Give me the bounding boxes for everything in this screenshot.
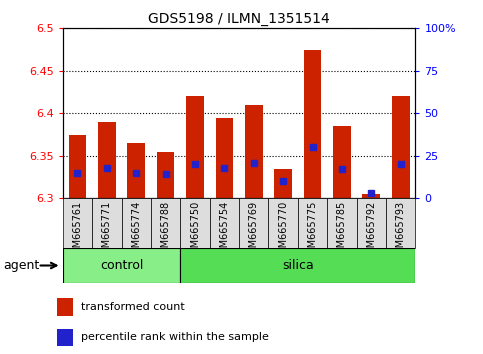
Text: GSM665770: GSM665770 (278, 201, 288, 260)
Bar (239, 198, 269, 248)
Text: control: control (100, 259, 143, 272)
Title: GDS5198 / ILMN_1351514: GDS5198 / ILMN_1351514 (148, 12, 330, 26)
Bar (298, 198, 327, 248)
Bar (356, 198, 386, 248)
Text: GSM665785: GSM665785 (337, 201, 347, 260)
Bar (63, 198, 92, 248)
Text: silica: silica (282, 259, 314, 272)
Bar (386, 198, 415, 248)
Bar (210, 198, 239, 248)
Text: GSM665754: GSM665754 (219, 201, 229, 260)
Bar (57, 329, 73, 346)
Bar (362, 194, 380, 198)
Text: GSM665761: GSM665761 (72, 201, 83, 260)
Text: GSM665774: GSM665774 (131, 201, 141, 260)
Bar (304, 50, 321, 198)
Bar (269, 198, 298, 248)
Text: GSM665793: GSM665793 (396, 201, 406, 260)
Text: GSM665769: GSM665769 (249, 201, 259, 260)
Text: percentile rank within the sample: percentile rank within the sample (81, 332, 269, 342)
Bar (63, 248, 180, 283)
Text: GSM665788: GSM665788 (161, 201, 170, 260)
Bar (180, 198, 210, 248)
Text: GSM665775: GSM665775 (308, 201, 317, 260)
Text: GSM665792: GSM665792 (366, 201, 376, 260)
Bar (215, 118, 233, 198)
Text: agent: agent (3, 259, 40, 272)
Bar (327, 198, 356, 248)
Bar (186, 96, 204, 198)
Bar (157, 152, 174, 198)
Bar (180, 248, 415, 283)
Bar (333, 126, 351, 198)
Text: GSM665771: GSM665771 (102, 201, 112, 260)
Bar (392, 96, 410, 198)
Bar (245, 105, 263, 198)
Bar (57, 298, 73, 316)
Bar (151, 198, 180, 248)
Bar (98, 122, 116, 198)
Bar (274, 169, 292, 198)
Text: GSM665750: GSM665750 (190, 201, 200, 260)
Bar (69, 135, 86, 198)
Text: transformed count: transformed count (81, 302, 185, 312)
Bar (122, 198, 151, 248)
Bar (128, 143, 145, 198)
Bar (92, 198, 122, 248)
